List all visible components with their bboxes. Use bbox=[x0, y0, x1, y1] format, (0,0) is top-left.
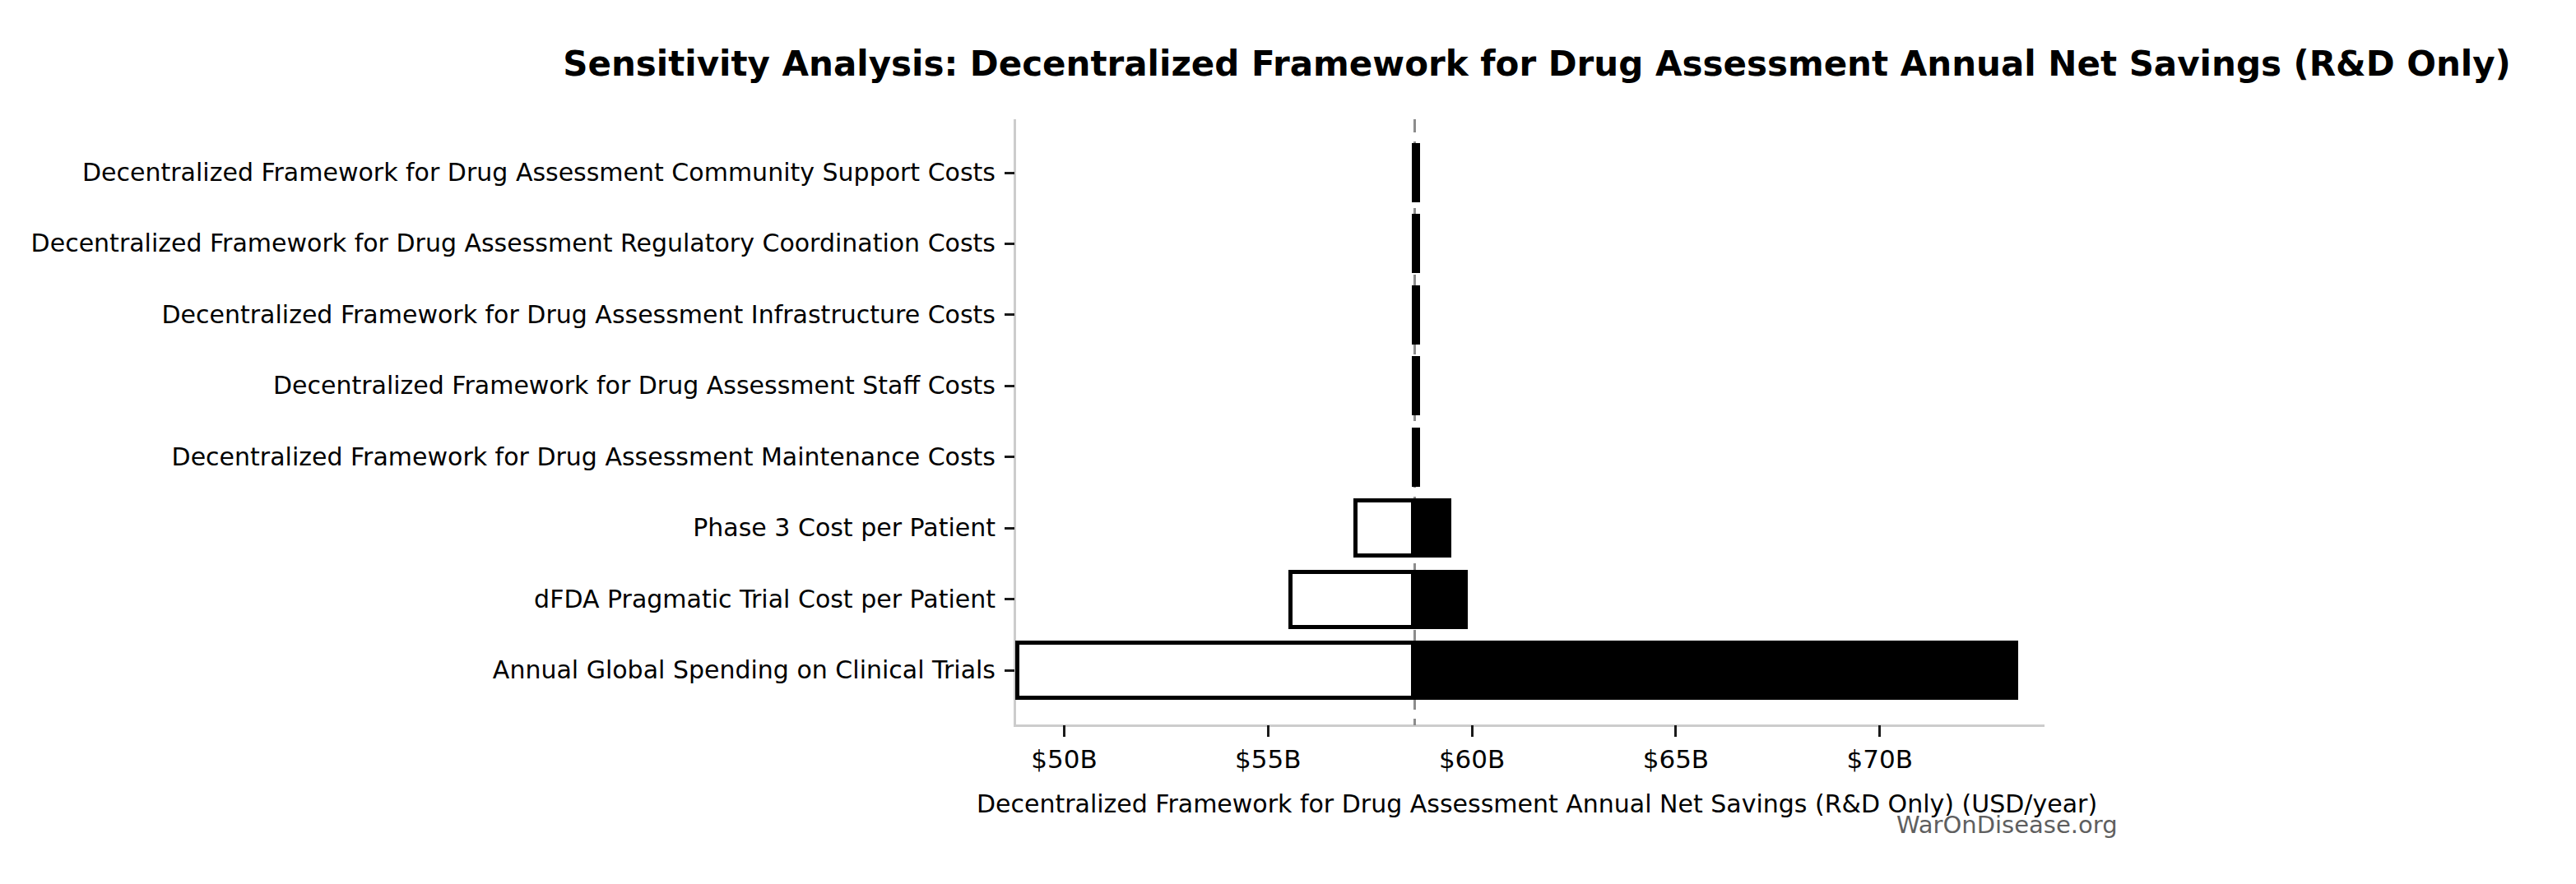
y-tick bbox=[1005, 313, 1014, 316]
bar-low-range bbox=[1015, 641, 1415, 700]
x-tick bbox=[1063, 725, 1065, 737]
x-tick bbox=[1471, 725, 1474, 737]
y-tick bbox=[1005, 527, 1014, 530]
bar-high-range bbox=[1415, 428, 1418, 487]
y-axis-spine bbox=[1014, 119, 1016, 725]
y-axis-category-label: dFDA Pragmatic Trial Cost per Patient bbox=[534, 582, 996, 617]
x-axis-spine bbox=[1014, 724, 2045, 727]
chart-title: Sensitivity Analysis: Decentralized Fram… bbox=[498, 44, 2576, 84]
y-axis-category-label: Annual Global Spending on Clinical Trial… bbox=[493, 653, 996, 687]
watermark: WarOnDisease.org bbox=[1896, 808, 2118, 841]
y-tick bbox=[1005, 456, 1014, 458]
bar-high-range bbox=[1415, 285, 1418, 345]
y-tick bbox=[1005, 598, 1014, 600]
baseline-dashed-line bbox=[1413, 119, 1416, 725]
x-tick-label: $60B bbox=[1390, 742, 1554, 776]
bar-high-range bbox=[1415, 570, 1468, 629]
bar-low-range bbox=[1288, 570, 1415, 629]
x-axis-label: Decentralized Framework for Drug Assessm… bbox=[498, 787, 2576, 822]
x-tick-label: $70B bbox=[1798, 742, 1962, 776]
bar-high-range bbox=[1415, 356, 1418, 415]
y-tick bbox=[1005, 669, 1014, 672]
sensitivity-tornado-chart: Sensitivity Analysis: Decentralized Fram… bbox=[0, 0, 2576, 884]
x-tick-label: $55B bbox=[1186, 742, 1350, 776]
x-tick bbox=[1674, 725, 1677, 737]
bar-high-range bbox=[1415, 214, 1418, 273]
y-tick bbox=[1005, 172, 1014, 174]
x-tick-label: $50B bbox=[982, 742, 1146, 776]
bar-high-range bbox=[1415, 143, 1418, 202]
y-axis-category-label: Decentralized Framework for Drug Assessm… bbox=[31, 226, 996, 261]
y-axis-category-label: Decentralized Framework for Drug Assessm… bbox=[172, 440, 996, 474]
y-axis-category-label: Decentralized Framework for Drug Assessm… bbox=[161, 298, 996, 332]
x-tick bbox=[1267, 725, 1269, 737]
bar-high-range bbox=[1415, 498, 1452, 558]
bar-high-range bbox=[1415, 641, 2019, 700]
x-tick-label: $65B bbox=[1594, 742, 1758, 776]
y-axis-category-label: Phase 3 Cost per Patient bbox=[693, 511, 996, 545]
y-tick bbox=[1005, 243, 1014, 245]
y-axis-category-label: Decentralized Framework for Drug Assessm… bbox=[82, 155, 996, 190]
y-tick bbox=[1005, 385, 1014, 387]
bar-low-range bbox=[1353, 498, 1414, 558]
x-tick bbox=[1878, 725, 1881, 737]
y-axis-category-label: Decentralized Framework for Drug Assessm… bbox=[273, 368, 996, 403]
